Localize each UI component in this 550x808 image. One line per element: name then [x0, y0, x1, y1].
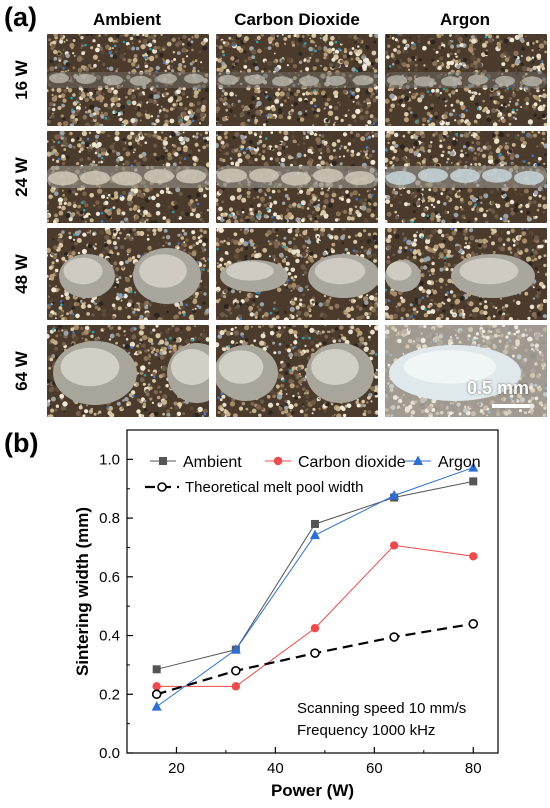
series-line-theoretical-melt-pool-width	[156, 622, 474, 696]
micrograph-carbon-dioxide-24w	[216, 131, 378, 223]
y-tick-label: 0.0	[99, 745, 120, 762]
micrograph-ambient-24w	[47, 131, 209, 223]
micrograph-carbon-dioxide-48w	[216, 228, 378, 320]
data-point-carbon-dioxide	[231, 682, 241, 691]
x-tick-label: 80	[465, 760, 482, 777]
legend-label: Theoretical melt pool width	[185, 479, 363, 496]
legend-label: Ambient	[183, 454, 242, 471]
micrograph-ambient-48w	[47, 228, 209, 320]
data-point-argon	[230, 644, 241, 654]
legend-marker	[413, 455, 423, 465]
data-point-carbon-dioxide	[469, 552, 478, 561]
data-point-carbon-dioxide	[310, 624, 320, 633]
annotation-scanning-speed: Scanning speed 10 mm/s	[297, 700, 466, 717]
y-tick-label: 0.8	[99, 510, 120, 527]
data-point-argon	[151, 701, 162, 711]
y-tick-label: 1.0	[99, 451, 120, 468]
legend-label: Argon	[438, 454, 481, 471]
x-tick-label: 40	[267, 760, 284, 777]
micrograph-argon-48w	[385, 228, 547, 320]
series-line-ambient	[156, 480, 474, 670]
column-header-ambient: Ambient	[93, 10, 161, 29]
data-point-ambient	[310, 519, 319, 528]
annotation-frequency: Frequency 1000 kHz	[297, 722, 435, 739]
data-point-theoretical-melt-pool-width	[468, 618, 479, 629]
scale-bar-label: 0.5 mm	[467, 378, 530, 398]
micrograph-carbon-dioxide-64w	[216, 325, 378, 417]
micrograph-argon-24w	[385, 131, 547, 223]
data-point-theoretical-melt-pool-width	[389, 632, 399, 642]
micrograph-argon-64w	[385, 325, 547, 417]
legend-label: Carbon dioxide	[298, 454, 406, 471]
scale-bar	[492, 404, 530, 408]
legend-marker	[159, 457, 167, 465]
data-point-carbon-dioxide	[389, 541, 399, 550]
x-tick-label: 20	[168, 760, 185, 777]
micrograph-ambient-16w	[47, 34, 209, 126]
data-point-argon	[468, 462, 479, 472]
data-point-theoretical-melt-pool-width	[231, 665, 241, 676]
micrograph-ambient-64w	[47, 325, 209, 417]
y-tick-label: 0.6	[99, 569, 120, 586]
micrograph-carbon-dioxide-16w	[216, 34, 378, 126]
panel-b-label: (b)	[4, 428, 39, 458]
y-tick-label: 0.4	[99, 628, 120, 645]
data-point-theoretical-melt-pool-width	[151, 689, 162, 700]
panel-a-label: (a)	[4, 2, 37, 32]
data-point-argon	[309, 529, 320, 540]
plot-frame	[126, 429, 499, 754]
legend-marker	[273, 456, 283, 466]
data-point-theoretical-melt-pool-width	[310, 648, 320, 658]
column-header-carbon-dioxide: Carbon Dioxide	[234, 10, 360, 29]
legend-marker	[157, 482, 167, 492]
column-header-argon: Argon	[439, 10, 491, 29]
micrograph-argon-16w	[385, 34, 547, 126]
data-point-ambient	[152, 665, 161, 674]
data-point-carbon-dioxide	[152, 682, 161, 691]
x-tick-label: 60	[366, 760, 383, 777]
data-point-argon	[389, 489, 400, 500]
x-axis-label: Power (W)	[271, 781, 354, 800]
series-line-argon	[156, 467, 474, 708]
series-line-carbon-dioxide	[156, 544, 474, 687]
y-tick-label: 0.2	[99, 686, 120, 703]
data-point-ambient	[469, 477, 478, 486]
y-axis-label: Sintering width (mm)	[73, 507, 92, 676]
